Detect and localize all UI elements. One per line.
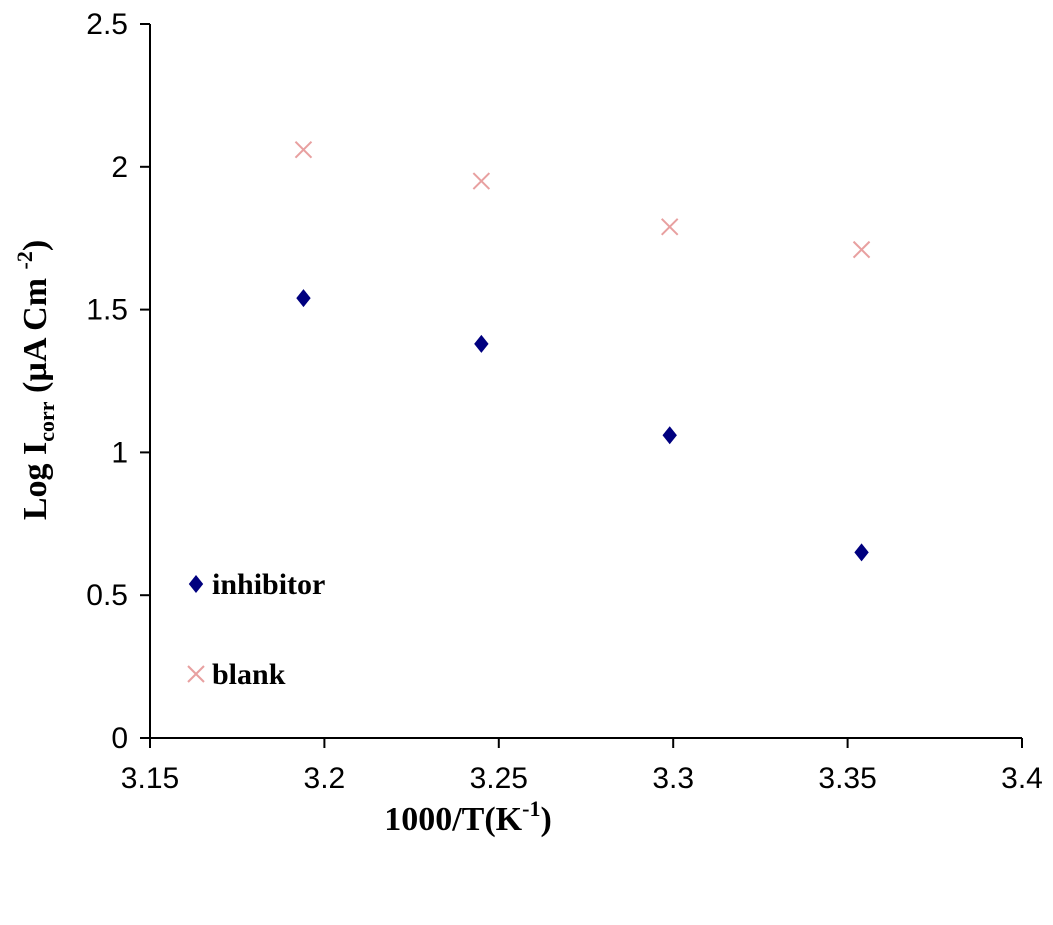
y-tick-label: 0.5 bbox=[86, 579, 128, 612]
x-axis-title-sup: -1 bbox=[522, 796, 540, 821]
legend-marker-inhibitor bbox=[188, 575, 204, 593]
data-point-blank bbox=[852, 240, 871, 259]
y-axis-title: Log Icorr (µA Cm -2) bbox=[12, 240, 59, 520]
y-axis-title-unit: (µA Cm bbox=[17, 269, 54, 401]
y-axis-title-main: Log I bbox=[17, 442, 54, 520]
x-tick-label: 3.3 bbox=[652, 762, 694, 795]
data-point-inhibitor bbox=[854, 543, 869, 562]
x-axis-title: 1000/T(K-1) bbox=[384, 796, 552, 838]
data-point-blank bbox=[661, 218, 679, 236]
x-tick-label: 3.4 bbox=[1001, 762, 1043, 795]
x-tick-label: 3.2 bbox=[304, 762, 346, 795]
legend: inhibitor blank bbox=[187, 568, 325, 691]
legend-marker-blank bbox=[187, 665, 205, 683]
y-tick-label: 0 bbox=[111, 722, 128, 755]
y-axis-title-tail: ) bbox=[17, 240, 54, 251]
y-tick-label: 2 bbox=[111, 151, 128, 184]
data-point-inhibitor bbox=[662, 426, 677, 445]
legend-label-blank: blank bbox=[212, 658, 286, 691]
y-tick-label: 2.5 bbox=[86, 8, 128, 41]
y-tick-label: 1 bbox=[111, 436, 128, 469]
x-tick-label: 3.25 bbox=[470, 762, 528, 795]
data-points bbox=[294, 140, 871, 562]
y-axis-title-sub: corr bbox=[34, 401, 59, 442]
data-point-inhibitor bbox=[474, 334, 489, 353]
data-point-inhibitor bbox=[296, 289, 311, 308]
legend-label-inhibitor: inhibitor bbox=[212, 568, 325, 601]
x-tick-label: 3.35 bbox=[818, 762, 876, 795]
y-axis-ticks: 0 0.5 1 1.5 2 2.5 bbox=[86, 8, 150, 755]
data-point-blank bbox=[294, 140, 313, 159]
data-point-blank bbox=[472, 172, 491, 190]
y-tick-label: 1.5 bbox=[86, 294, 128, 327]
y-axis-title-sup: -2 bbox=[12, 251, 37, 269]
x-axis-title-tail: ) bbox=[540, 801, 551, 838]
x-axis-ticks: 3.15 3.2 3.25 3.3 3.35 3.4 bbox=[121, 738, 1043, 795]
x-axis-title-main: 1000/T(K bbox=[384, 801, 522, 838]
x-tick-label: 3.15 bbox=[121, 762, 179, 795]
